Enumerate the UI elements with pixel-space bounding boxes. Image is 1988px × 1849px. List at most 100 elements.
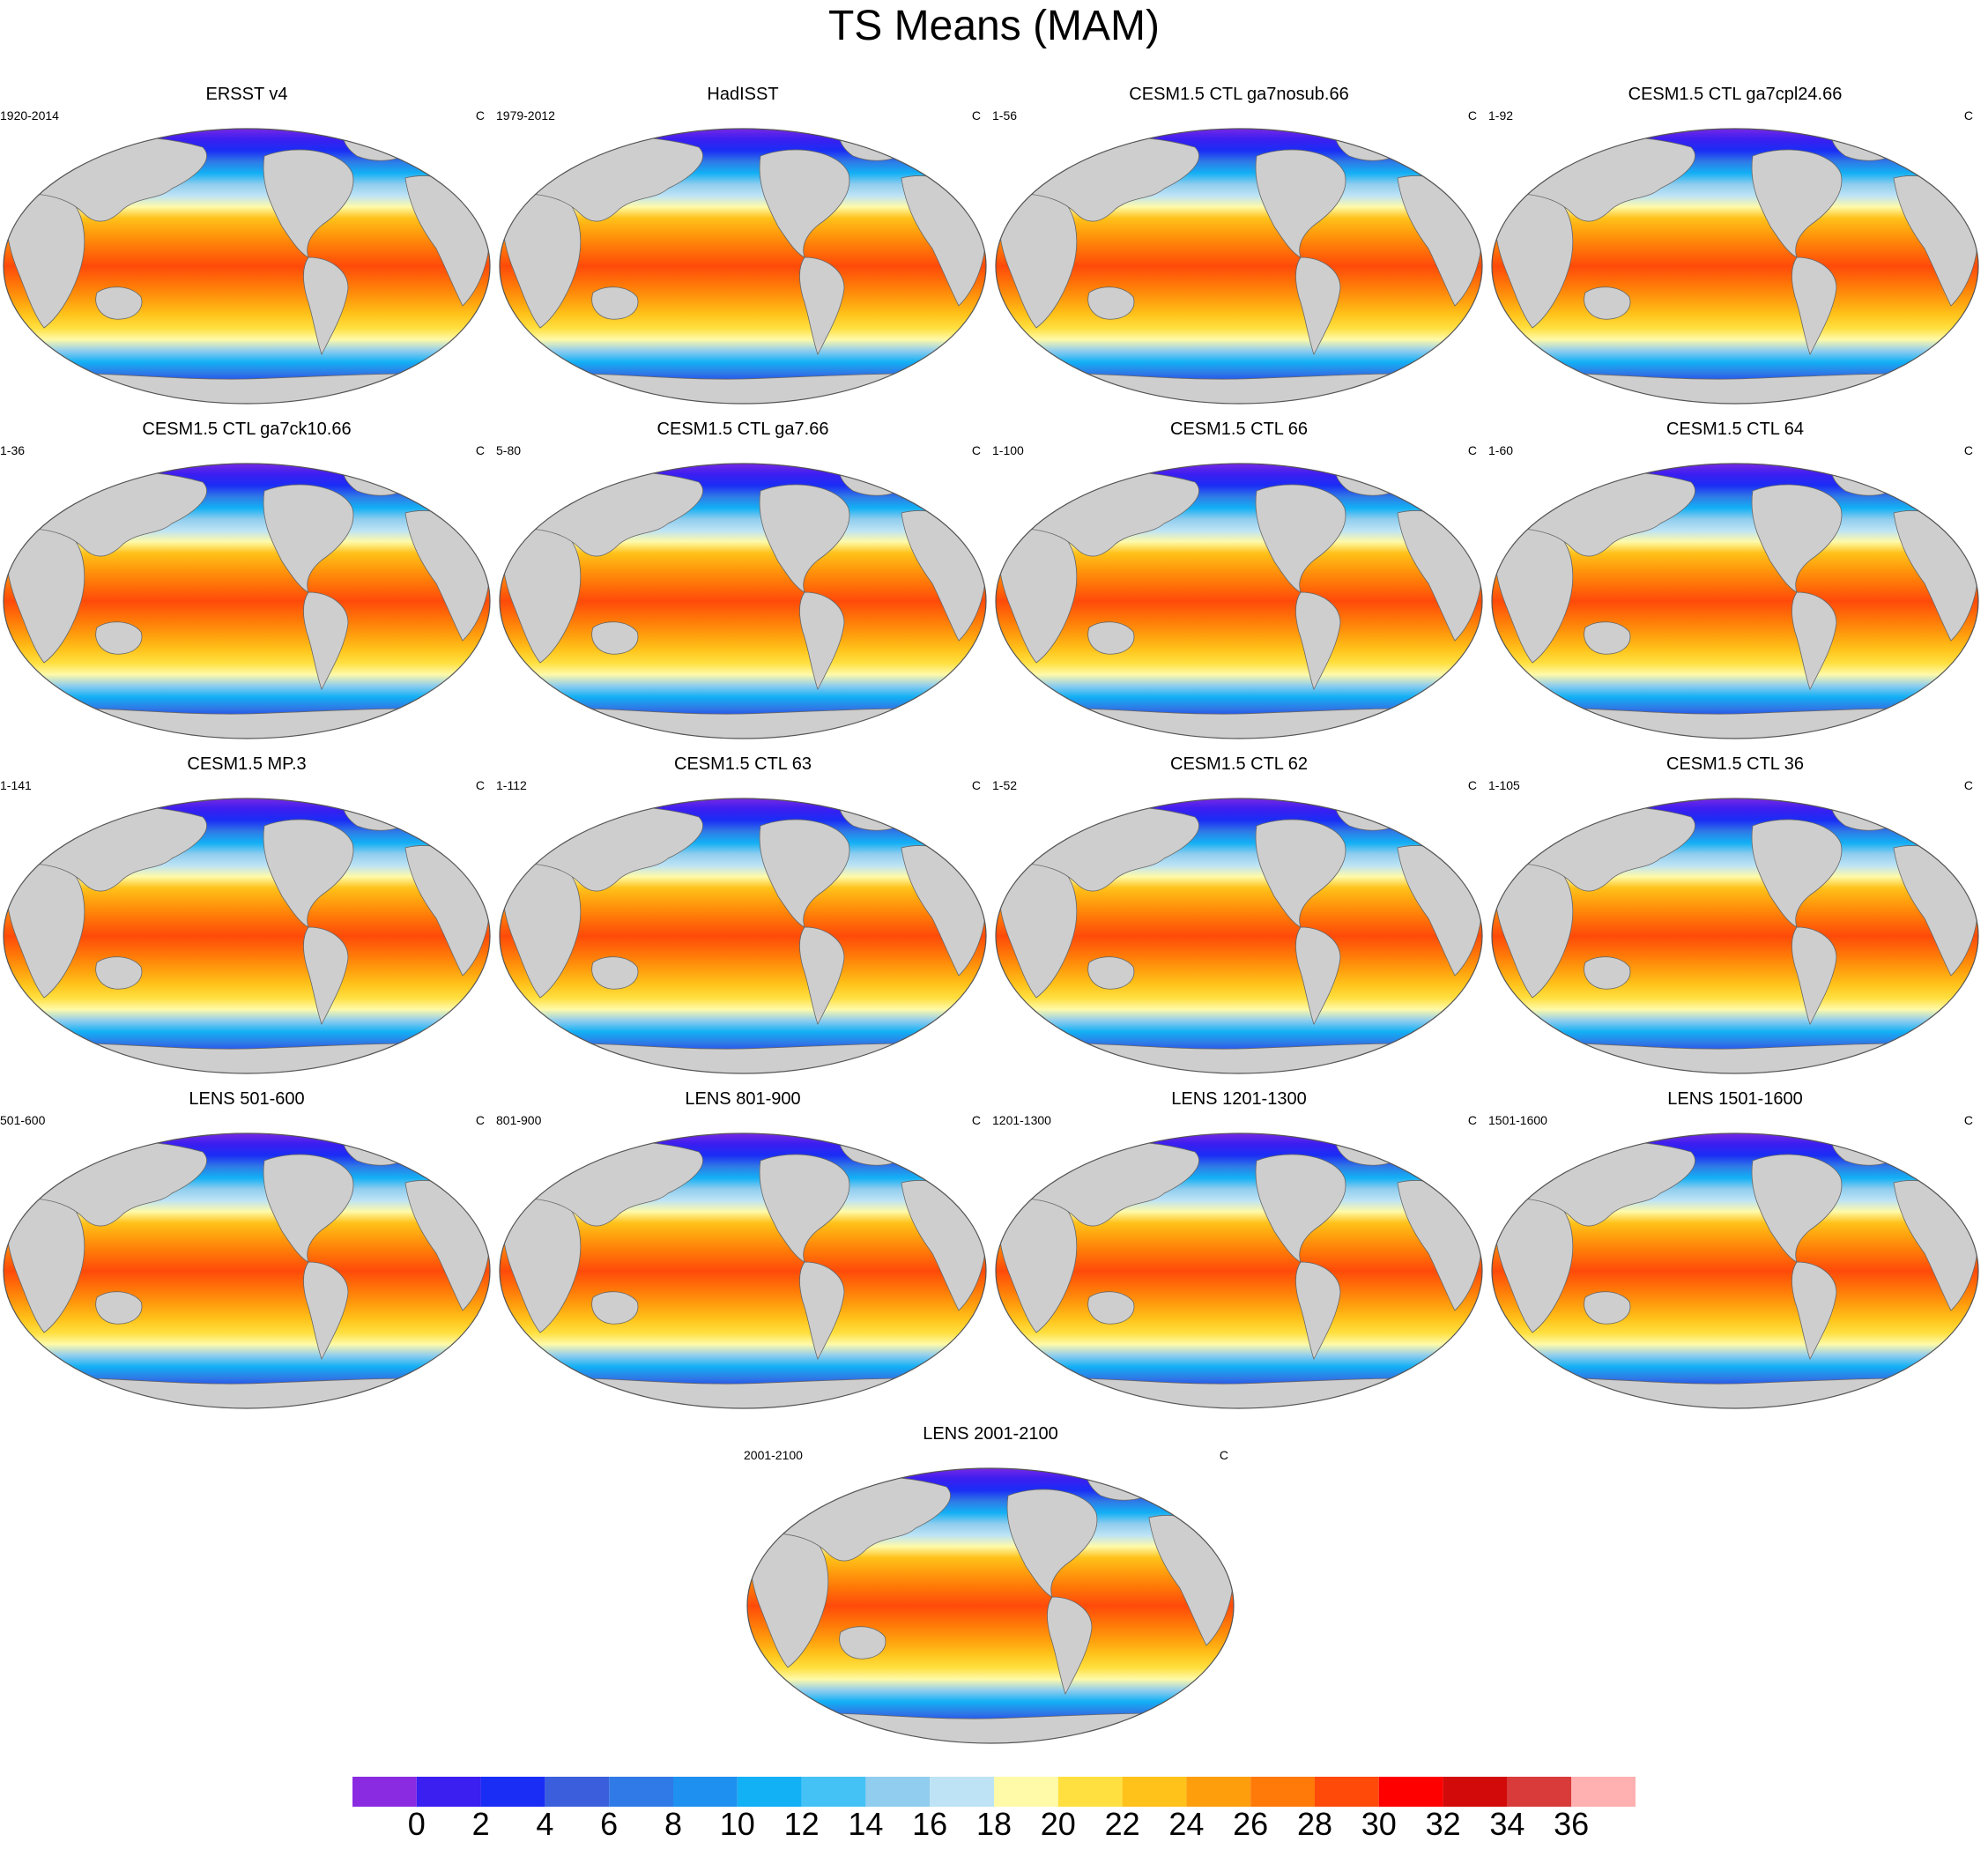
australia-landmass [839, 1626, 886, 1660]
south-america-landmass [303, 256, 349, 356]
australia-landmass [1584, 621, 1631, 655]
panel-years: 1920-2014 [0, 108, 59, 123]
colorbar-tick-label: 14 [848, 1806, 884, 1842]
world-map [1491, 128, 1979, 405]
north-america-landmass [263, 149, 354, 258]
panel-units: C [1219, 1448, 1228, 1462]
figure-title: TS Means (MAM) [827, 3, 1161, 49]
australia-landmass [1584, 286, 1631, 320]
colorbar-box [609, 1777, 673, 1807]
australia-landmass [591, 956, 639, 990]
panel-units: C [475, 778, 485, 792]
south-america-landmass [1791, 256, 1837, 356]
map-border [3, 798, 491, 1074]
panel-title: CESM1.5 CTL 62 [1170, 754, 1308, 774]
panel-title: CESM1.5 CTL ga7.66 [656, 420, 829, 439]
map-border [499, 1132, 987, 1409]
world-map [3, 1132, 491, 1409]
colorbar-tick-label: 2 [471, 1806, 490, 1842]
world-map [3, 463, 491, 739]
panel-title: CESM1.5 CTL 63 [674, 754, 812, 774]
world-map [3, 798, 491, 1074]
panel-title: ERSST v4 [205, 85, 288, 104]
colorbar-box [1186, 1777, 1251, 1807]
north-america-landmass [1751, 819, 1843, 928]
panel-years: 801-900 [496, 1113, 542, 1127]
world-map [499, 1132, 987, 1409]
colorbar-box [1443, 1777, 1508, 1807]
colorbar [352, 1777, 1636, 1807]
panel-years: 1-141 [0, 778, 32, 792]
map-border [995, 798, 1483, 1074]
panel-title: LENS 501-600 [189, 1089, 305, 1109]
panel-units: C [971, 108, 981, 123]
map-panel: CESM1.5 MP.3 1-141 C [0, 751, 493, 1121]
panel-years: 1-52 [992, 778, 1018, 792]
colorbar-box [1507, 1777, 1572, 1807]
australia-landmass [591, 621, 639, 655]
colorbar-tick-label: 16 [912, 1806, 948, 1842]
map-border [995, 128, 1483, 405]
south-america-landmass [1791, 1261, 1837, 1361]
colorbar-tick-label: 24 [1168, 1806, 1205, 1842]
map-panel: LENS 1501-1600 1501-1600 C [1488, 1086, 1982, 1456]
panel-years: 1201-1300 [992, 1113, 1051, 1127]
map-border [499, 463, 987, 739]
map-panel: LENS 801-900 801-900 C [496, 1086, 990, 1456]
south-america-landmass [1295, 591, 1341, 691]
colorbar-box [930, 1777, 994, 1807]
panel-units: C [1467, 443, 1477, 457]
colorbar-tick-label: 6 [600, 1806, 619, 1842]
colorbar-tick-label: 10 [719, 1806, 755, 1842]
colorbar-box [1571, 1777, 1636, 1807]
australia-landmass [1087, 286, 1135, 320]
colorbar-box [673, 1777, 738, 1807]
colorbar-tick-label: 34 [1489, 1806, 1525, 1842]
panel-units: C [1467, 778, 1477, 792]
south-america-landmass [1791, 591, 1837, 691]
panel-units: C [971, 1113, 981, 1127]
colorbar-tick-label: 8 [664, 1806, 683, 1842]
north-america-landmass [1255, 819, 1346, 928]
map-border [746, 1467, 1235, 1744]
panel-title: LENS 1501-1600 [1667, 1089, 1803, 1109]
map-panel: CESM1.5 CTL 63 1-112 C [496, 751, 990, 1121]
map-border [1491, 1132, 1979, 1409]
colorbar-tick-label: 26 [1233, 1806, 1269, 1842]
north-america-landmass [759, 484, 850, 593]
north-america-landmass [759, 1154, 850, 1263]
panel-title: CESM1.5 MP.3 [187, 754, 307, 774]
colorbar-tick-label: 32 [1425, 1806, 1461, 1842]
panel-years: 2001-2100 [744, 1448, 803, 1462]
colorbar-tick-label: 22 [1104, 1806, 1140, 1842]
australia-landmass [591, 1291, 639, 1325]
map-border [995, 1132, 1483, 1409]
colorbar-tick-label: 20 [1040, 1806, 1076, 1842]
panel-title: CESM1.5 CTL ga7cpl24.66 [1628, 85, 1843, 104]
colorbar-tick-label: 36 [1554, 1806, 1590, 1842]
australia-landmass [95, 956, 143, 990]
map-border [1491, 128, 1979, 405]
world-map [995, 798, 1483, 1074]
north-america-landmass [1006, 1489, 1098, 1598]
world-map [499, 798, 987, 1074]
north-america-landmass [759, 149, 850, 258]
south-america-landmass [1295, 926, 1341, 1026]
north-america-landmass [1255, 1154, 1346, 1263]
map-panel: LENS 2001-2100 2001-2100 C [744, 1421, 1237, 1791]
australia-landmass [95, 621, 143, 655]
panel-title: CESM1.5 CTL ga7nosub.66 [1129, 85, 1349, 104]
panel-title: CESM1.5 CTL 36 [1666, 754, 1804, 774]
north-america-landmass [1255, 149, 1346, 258]
panel-units: C [1963, 108, 1973, 123]
panel-title: CESM1.5 CTL 66 [1170, 420, 1308, 439]
colorbar-tick-label: 30 [1361, 1806, 1397, 1842]
south-america-landmass [303, 926, 349, 1026]
south-america-landmass [303, 1261, 349, 1361]
map-border [1491, 463, 1979, 739]
map-border [3, 1132, 491, 1409]
north-america-landmass [263, 1154, 354, 1263]
colorbar-box [1122, 1777, 1187, 1807]
panel-title: LENS 1201-1300 [1171, 1089, 1307, 1109]
panel-years: 1-105 [1488, 778, 1520, 792]
